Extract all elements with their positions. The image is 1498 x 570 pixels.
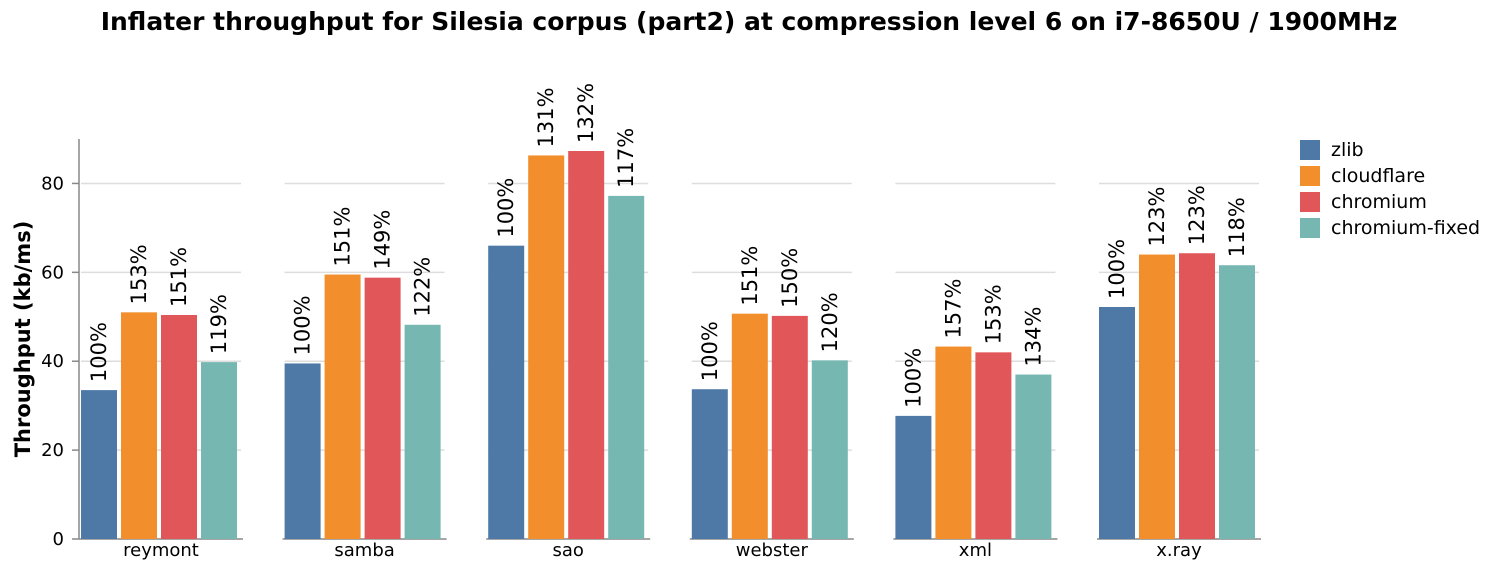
bar-group-reymont: 100% 153% 151% 119%	[81, 244, 237, 539]
plot-area: 0 20 40 60 80 100% 153% 151% 119% reymont 100% 151%…	[41, 83, 1261, 561]
bar	[324, 274, 361, 539]
y-tick-label: 20	[41, 440, 64, 461]
y-tick-label: 0	[53, 529, 64, 550]
bar-group-samba: 100% 151% 149% 122%	[284, 207, 441, 539]
bar	[81, 390, 117, 539]
data-label: 150%	[778, 248, 802, 308]
x-tick-label: webster	[736, 540, 809, 561]
bar	[1139, 254, 1175, 540]
legend-swatch	[1300, 140, 1320, 160]
x-tick-label: x.ray	[1156, 540, 1202, 561]
bar	[568, 151, 605, 539]
x-tick-label: reymont	[123, 540, 199, 561]
data-label: 122%	[411, 257, 435, 317]
data-label: 120%	[818, 292, 842, 352]
data-label: 100%	[698, 321, 722, 381]
bar	[121, 312, 157, 539]
x-tick-label: samba	[334, 540, 394, 561]
bar	[691, 389, 728, 539]
data-label: 153%	[127, 244, 151, 304]
data-label: 100%	[291, 295, 315, 355]
legend-swatch	[1300, 166, 1320, 186]
bar	[1015, 374, 1052, 539]
bar-group-sao: 100% 131% 132% 117%	[488, 83, 645, 539]
data-label: 100%	[494, 178, 518, 238]
legend-label: chromium	[1331, 191, 1427, 213]
bar	[1179, 253, 1215, 539]
data-label: 134%	[1021, 307, 1045, 367]
legend-swatch	[1300, 192, 1320, 212]
bar	[608, 195, 645, 539]
x-tick-label: sao	[552, 540, 583, 561]
legend-label: cloudflare	[1331, 165, 1425, 187]
data-label: 123%	[1185, 185, 1209, 245]
legend-label: zlib	[1331, 139, 1364, 161]
bar	[895, 415, 932, 539]
data-label: 118%	[1225, 197, 1249, 257]
bar	[404, 324, 441, 539]
legend-label: chromium-fixed	[1331, 217, 1480, 239]
y-tick-label: 80	[41, 173, 64, 194]
bar	[161, 315, 197, 539]
legend-swatch	[1300, 218, 1320, 238]
data-label: 100%	[1105, 239, 1129, 299]
chart-title: Inflater throughput for Silesia corpus (…	[101, 7, 1398, 36]
legend: zlib cloudflare chromium chromium-fixed	[1300, 139, 1480, 239]
data-label: 119%	[207, 294, 231, 354]
data-label: 151%	[738, 246, 762, 306]
bar	[771, 315, 808, 539]
bar	[364, 277, 401, 539]
data-label: 151%	[331, 207, 355, 267]
data-label: 153%	[981, 284, 1005, 344]
bar	[811, 360, 848, 539]
data-label: 100%	[87, 322, 111, 382]
bar-group-x-ray: 100% 123% 123% 118%	[1099, 185, 1255, 540]
data-label: 131%	[534, 87, 558, 147]
bar	[201, 362, 237, 539]
x-tick-label: xml	[959, 540, 992, 561]
bar	[935, 346, 972, 539]
y-axis-label: Throughput (kb/ms)	[11, 221, 35, 458]
y-tick-label: 40	[41, 351, 64, 372]
data-label: 117%	[614, 128, 638, 188]
bar-group-webster: 100% 151% 150% 120%	[691, 246, 848, 539]
bar	[1099, 307, 1135, 539]
data-label: 132%	[574, 83, 598, 143]
data-label: 100%	[901, 348, 925, 408]
bar	[731, 313, 768, 539]
bar	[284, 363, 321, 539]
bar	[528, 155, 565, 539]
data-label: 151%	[167, 247, 191, 307]
bar	[488, 245, 525, 539]
bar	[1219, 265, 1255, 539]
data-label: 157%	[941, 279, 965, 339]
data-label: 123%	[1145, 187, 1169, 247]
bar-group-xml: 100% 157% 153% 134%	[895, 279, 1052, 539]
y-tick-label: 60	[41, 262, 64, 283]
data-label: 149%	[371, 210, 395, 270]
bar	[975, 352, 1012, 539]
